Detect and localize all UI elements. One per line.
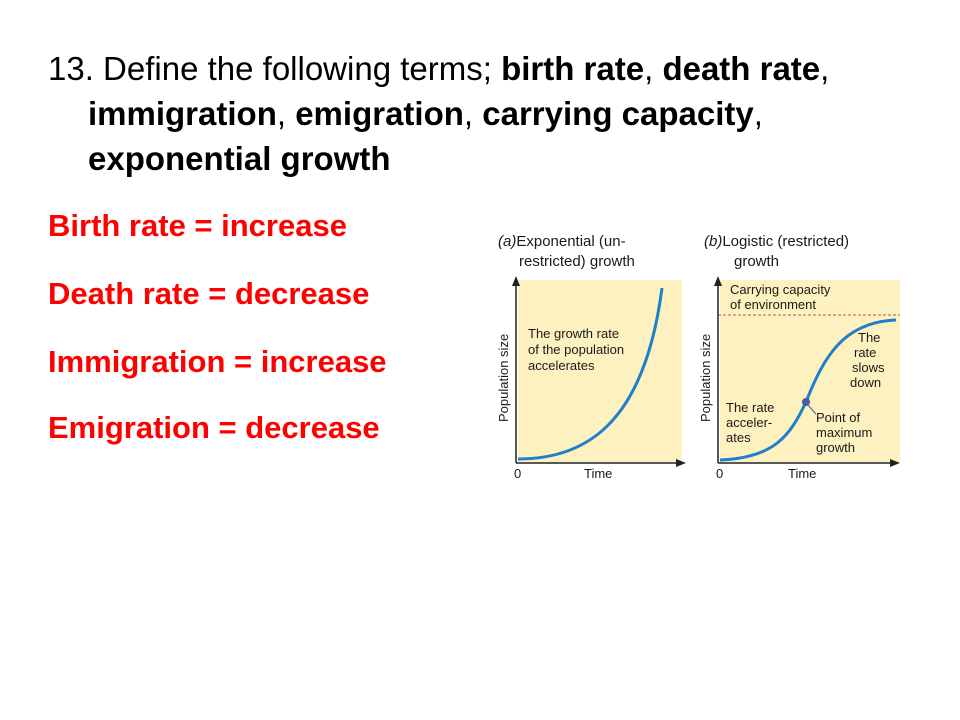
panel-a-annotation-line3: accelerates — [528, 358, 595, 373]
panel-a-annotation-line1: The growth rate — [528, 326, 619, 341]
accel-label-line3: ates — [726, 430, 751, 445]
term-emigration: emigration — [295, 95, 464, 132]
term-birth-rate: birth rate — [501, 50, 645, 87]
capacity-label-line2: of environment — [730, 297, 816, 312]
point-label-line3: growth — [816, 440, 855, 455]
question-intro: Define the following terms; — [93, 50, 502, 87]
panel-logistic: (b)Logistic (restricted) growth Carrying… — [698, 233, 900, 481]
panel-a-x-axis-label: Time — [584, 466, 612, 481]
inflection-point-leader — [807, 404, 817, 415]
panel-b-x-axis-label: Time — [788, 466, 816, 481]
panel-a-y-axis-label: Population size — [496, 334, 511, 422]
slows-label-line1: The — [858, 330, 880, 345]
definition-emigration: Emigration = decrease — [48, 410, 380, 445]
point-label-line2: maximum — [816, 425, 872, 440]
panel-a-label: (a)Exponential (un- — [498, 233, 626, 250]
panel-a-annotation-line2: of the population — [528, 342, 624, 357]
term-immigration: immigration — [88, 95, 277, 132]
population-growth-figure: (a)Exponential (un- restricted) growth T… — [496, 233, 900, 481]
panel-b-background — [720, 280, 900, 462]
slows-label-line3: slows — [852, 360, 885, 375]
accel-label-line1: The rate — [726, 400, 774, 415]
definition-death-rate: Death rate = decrease — [48, 276, 370, 311]
panel-a-x-arrow-icon — [676, 459, 686, 467]
panel-b-x-arrow-icon — [890, 459, 900, 467]
panel-b-origin-label: 0 — [716, 466, 723, 481]
panel-a-title-line2: restricted) growth — [519, 253, 635, 270]
capacity-label-line1: Carrying capacity — [730, 282, 831, 297]
term-separator: , — [463, 95, 483, 132]
accel-label-line2: acceler- — [726, 415, 772, 430]
panel-b-y-axis-label: Population size — [698, 334, 713, 422]
term-separator: , — [753, 95, 763, 132]
panel-b-label: (b)Logistic (restricted) — [704, 233, 849, 250]
slows-label-line4: down — [850, 375, 881, 390]
point-label-line1: Point of — [816, 410, 860, 425]
term-separator: , — [644, 50, 663, 87]
term-carrying-capacity: carrying capacity — [482, 95, 754, 132]
term-separator: , — [276, 95, 296, 132]
exponential-curve — [517, 287, 664, 461]
inflection-point-marker — [802, 398, 810, 406]
term-death-rate: death rate — [662, 50, 821, 87]
term-separator: , — [820, 50, 830, 87]
question-text: 13. Define the following terms; birth ra… — [48, 46, 948, 181]
definition-immigration: Immigration = increase — [48, 344, 387, 379]
definition-birth-rate: Birth rate = increase — [48, 208, 347, 243]
panel-exponential: (a)Exponential (un- restricted) growth T… — [496, 233, 686, 481]
panel-a-y-arrow-icon — [512, 276, 520, 286]
slows-label-line2: rate — [854, 345, 876, 360]
question-number: 13. — [48, 50, 94, 87]
panel-b-y-arrow-icon — [714, 276, 722, 286]
term-exponential-growth: exponential growth — [88, 140, 391, 177]
panel-a-origin-label: 0 — [514, 466, 521, 481]
panel-b-title-line2: growth — [734, 253, 779, 270]
